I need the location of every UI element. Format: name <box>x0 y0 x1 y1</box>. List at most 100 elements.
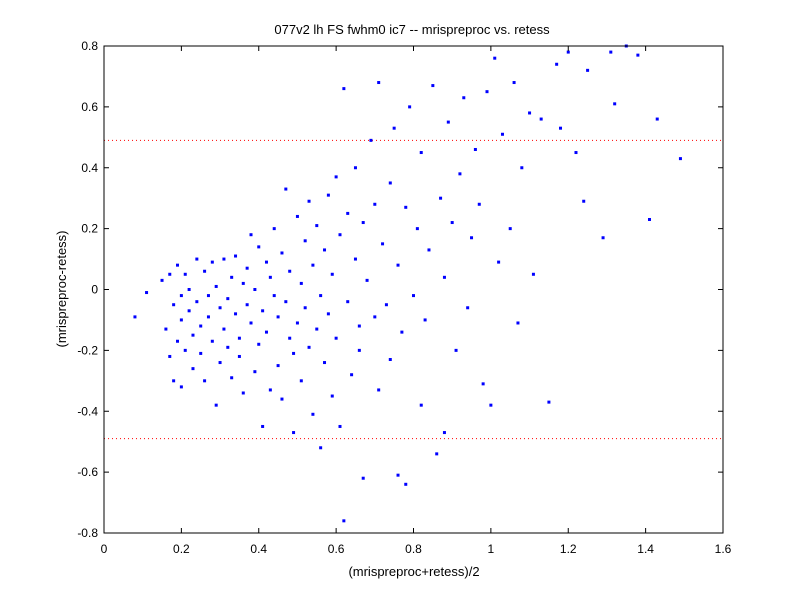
scatter-point <box>350 373 354 377</box>
scatter-point <box>485 90 489 94</box>
x-tick-label: 1 <box>488 542 495 556</box>
scatter-point <box>539 117 543 121</box>
scatter-point <box>210 339 214 343</box>
x-tick-label: 0.4 <box>250 542 267 556</box>
scatter-point <box>276 364 280 368</box>
x-tick-label: 0.2 <box>173 542 190 556</box>
scatter-point <box>442 275 446 279</box>
scatter-point <box>497 260 501 264</box>
scatter-point <box>245 266 249 270</box>
scatter-point <box>412 294 415 298</box>
scatter-point <box>647 217 651 221</box>
scatter-point <box>346 300 350 304</box>
scatter-point <box>176 263 180 267</box>
scatter-point <box>299 281 303 285</box>
scatter-point <box>353 166 357 170</box>
scatter-point <box>222 327 226 331</box>
x-tick-label: 1.6 <box>715 542 732 556</box>
scatter-point <box>493 56 497 60</box>
scatter-point <box>477 202 481 206</box>
scatter-point <box>373 315 377 319</box>
y-tick-label: -0.6 <box>77 465 98 479</box>
scatter-point <box>199 324 203 328</box>
scatter-point <box>586 68 590 72</box>
scatter-point <box>547 400 551 404</box>
scatter-point <box>446 120 450 124</box>
scatter-point <box>183 348 187 352</box>
scatter-point <box>357 348 361 352</box>
scatter-point <box>323 361 327 365</box>
scatter-point <box>326 193 330 197</box>
scatter-point <box>381 242 385 246</box>
scatter-point <box>384 303 388 307</box>
scatter-point <box>678 157 682 161</box>
scatter-point <box>613 102 617 106</box>
scatter-point <box>315 327 319 331</box>
scatter-point <box>295 214 299 218</box>
scatter-point <box>179 385 183 389</box>
scatter-point <box>323 248 327 252</box>
scatter-point <box>458 172 462 176</box>
scatter-point <box>160 278 164 282</box>
scatter-point <box>234 254 238 258</box>
scatter-point <box>311 412 315 416</box>
scatter-point <box>334 175 338 179</box>
scatter-point <box>442 431 446 435</box>
scatter-point <box>191 333 195 337</box>
scatter-point <box>307 345 311 349</box>
scatter-point <box>334 336 338 340</box>
scatter-point <box>245 303 249 307</box>
scatter-point <box>172 379 176 383</box>
scatter-point <box>237 336 241 340</box>
scatter-point <box>636 53 640 57</box>
scatter-point <box>559 126 563 130</box>
scatter-point <box>133 315 137 319</box>
scatter-point <box>408 105 412 109</box>
scatter-point <box>210 260 214 264</box>
scatter-point <box>206 315 210 319</box>
scatter-point <box>292 351 296 355</box>
scatter-point <box>512 81 516 85</box>
scatter-point <box>419 151 423 155</box>
scatter-point <box>249 321 253 325</box>
y-axis-label: (mrispreproc-retess) <box>54 230 69 347</box>
scatter-point <box>276 315 280 319</box>
scatter-point <box>272 294 276 298</box>
y-tick-label: -0.2 <box>77 343 98 357</box>
scatter-point <box>168 272 172 276</box>
x-tick-label: 0.8 <box>405 542 422 556</box>
scatter-point <box>330 394 334 398</box>
y-tick-label: 0.2 <box>81 222 98 236</box>
scatter-point <box>369 138 373 142</box>
scatter-point <box>462 96 466 100</box>
x-tick-label: 1.4 <box>637 542 654 556</box>
scatter-point <box>176 339 180 343</box>
scatter-point <box>396 473 400 477</box>
scatter-point <box>582 199 586 203</box>
scatter-point <box>299 379 303 383</box>
scatter-point <box>516 321 520 325</box>
scatter-point <box>187 309 191 313</box>
scatter-point <box>195 257 199 261</box>
scatter-point <box>365 278 369 282</box>
scatter-point <box>280 251 284 255</box>
scatter-point <box>338 233 342 237</box>
scatter-point <box>241 391 245 395</box>
scatter-point <box>261 309 265 313</box>
scatter-point <box>264 260 268 264</box>
scatter-point <box>203 269 207 273</box>
scatter-point <box>303 306 307 310</box>
scatter-point <box>330 272 334 276</box>
scatter-point <box>601 236 605 240</box>
scatter-point <box>261 424 265 428</box>
scatter-point <box>145 291 149 295</box>
scatter-point <box>280 397 284 401</box>
scatter-point <box>226 297 230 301</box>
x-tick-label: 0.6 <box>328 542 345 556</box>
scatter-point <box>357 324 361 328</box>
scatter-point <box>566 50 570 54</box>
scatter-point <box>609 50 613 54</box>
scatter-point <box>295 321 299 325</box>
scatter-point <box>164 327 168 331</box>
